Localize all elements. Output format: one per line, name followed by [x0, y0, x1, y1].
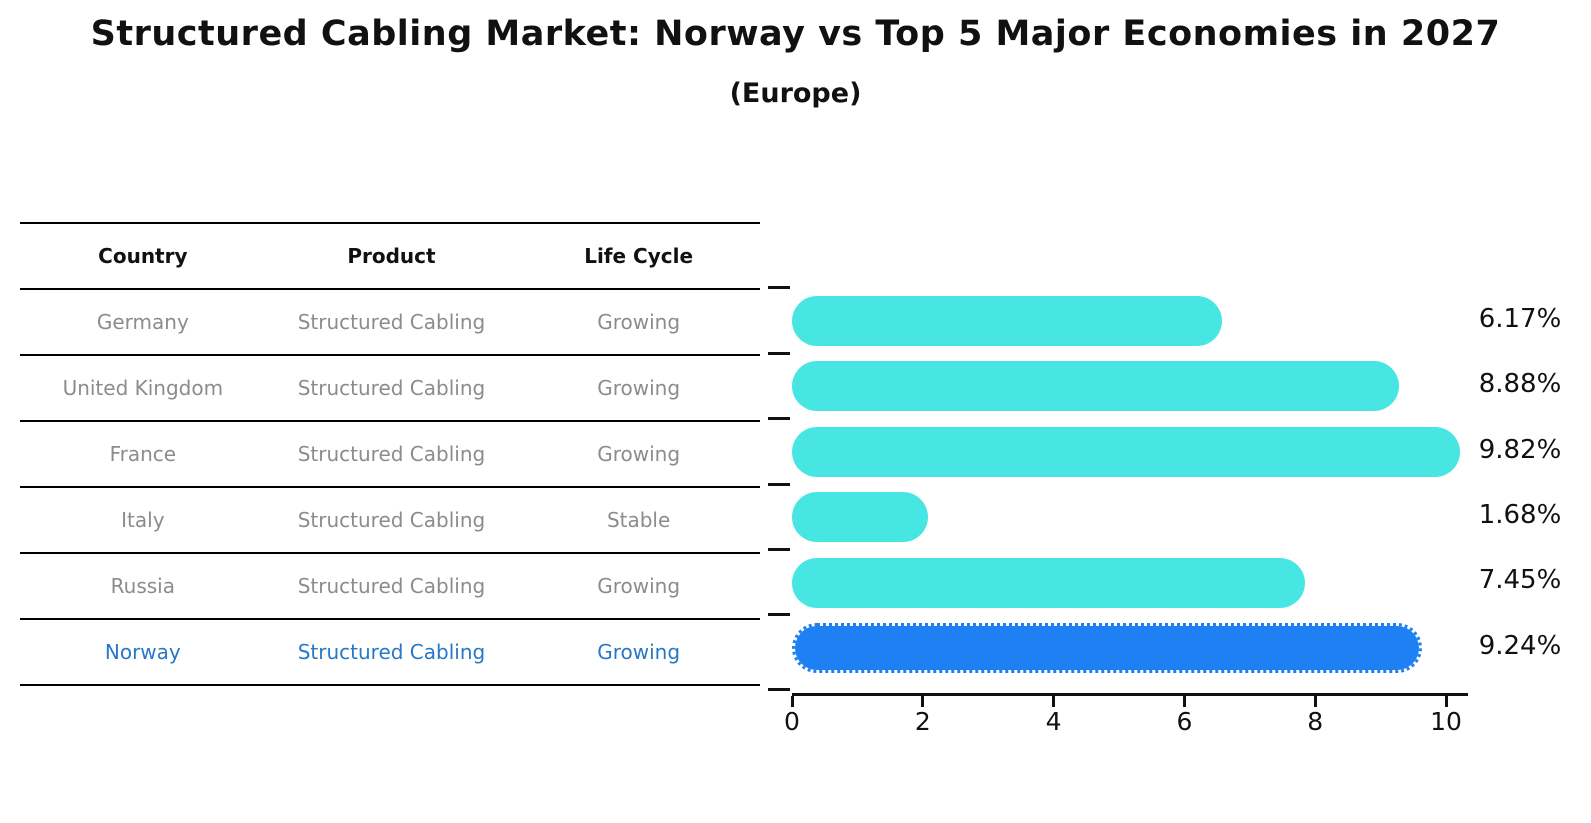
table-cell-product: Structured Cabling: [297, 310, 486, 334]
table-row: Russia Structured Cabling Growing: [20, 554, 760, 620]
table-cell-life_cycle: Growing: [597, 310, 681, 334]
chart-subtitle: (Europe): [729, 78, 862, 109]
table-cell-product: Structured Cabling: [297, 574, 486, 598]
y-axis-tick: [768, 688, 790, 691]
x-axis-tick-label: 8: [1307, 707, 1324, 736]
y-axis-tick: [768, 286, 790, 289]
table-cell-life_cycle: Growing: [597, 640, 681, 664]
x-axis-tick-label: 4: [1045, 707, 1062, 736]
bar-germany: [792, 296, 1222, 346]
x-axis-tick-label: 10: [1430, 707, 1462, 736]
bar-italy: [792, 492, 928, 543]
x-axis-tick: [1313, 696, 1317, 707]
table-cell-product: Structured Cabling: [297, 508, 486, 532]
x-axis-tick: [1444, 696, 1448, 707]
y-axis-tick: [768, 613, 790, 616]
table-row: United Kingdom Structured Cabling Growing: [20, 356, 760, 422]
bar-value-label: 1.68%: [1478, 499, 1562, 530]
chart-title: Structured Cabling Market: Norway vs Top…: [90, 14, 1501, 54]
bar-value-label: 9.24%: [1478, 630, 1562, 661]
x-axis-tick-label: 0: [784, 707, 800, 736]
table-row: Norway Structured Cabling Growing: [20, 620, 760, 686]
table-cell-product: Structured Cabling: [297, 442, 486, 466]
bar-value-label: 7.45%: [1478, 565, 1562, 596]
table-cell-country: Italy: [121, 508, 165, 532]
table-cell-product: Structured Cabling: [297, 640, 486, 664]
table-cell-country: Norway: [104, 640, 181, 664]
table-cell-life_cycle: Stable: [606, 508, 671, 532]
table-row: France Structured Cabling Growing: [20, 422, 760, 488]
table-header-row: Country Product Life Cycle: [20, 224, 760, 290]
table-row: Germany Structured Cabling Growing: [20, 290, 760, 356]
table-cell-product: Structured Cabling: [297, 376, 486, 400]
table-header-product: Product: [347, 244, 436, 268]
bar-value-label: 8.88%: [1478, 369, 1562, 400]
x-axis-tick-label: 6: [1176, 707, 1193, 736]
data-table: Country Product Life Cycle Germany Struct…: [20, 222, 760, 686]
x-axis-tick: [921, 696, 925, 707]
table-cell-country: Germany: [96, 310, 189, 334]
bar-plot: [768, 286, 1468, 691]
y-axis-tick: [768, 352, 790, 355]
bar-united-kingdom: [792, 361, 1399, 412]
table-body: Germany Structured Cabling Growing United K…: [20, 290, 760, 686]
bar-value-label: 6.17%: [1478, 303, 1562, 334]
y-axis-tick: [768, 548, 790, 551]
x-axis-line: [792, 693, 1468, 696]
x-axis-tick: [790, 696, 794, 707]
y-axis-tick: [768, 417, 790, 420]
bar-russia: [792, 557, 1305, 608]
table-row: Italy Structured Cabling Stable: [20, 488, 760, 554]
bar-value-label: 9.82%: [1478, 434, 1562, 465]
table-cell-life_cycle: Growing: [597, 376, 681, 400]
x-axis-tick-label: 2: [914, 707, 931, 736]
x-axis-tick: [1182, 696, 1186, 707]
table-header-country: Country: [98, 244, 188, 268]
table-cell-life_cycle: Growing: [597, 442, 681, 466]
bar-france: [792, 426, 1460, 477]
x-axis-tick: [1052, 696, 1056, 707]
bar-norway-highlight: [792, 623, 1422, 673]
table-cell-country: United Kingdom: [62, 376, 224, 400]
table-cell-country: Russia: [110, 574, 175, 598]
y-axis-tick: [768, 483, 790, 486]
table-header-lifecycle: Life Cycle: [584, 244, 694, 268]
table-cell-country: France: [109, 442, 177, 466]
table-cell-life_cycle: Growing: [597, 574, 681, 598]
